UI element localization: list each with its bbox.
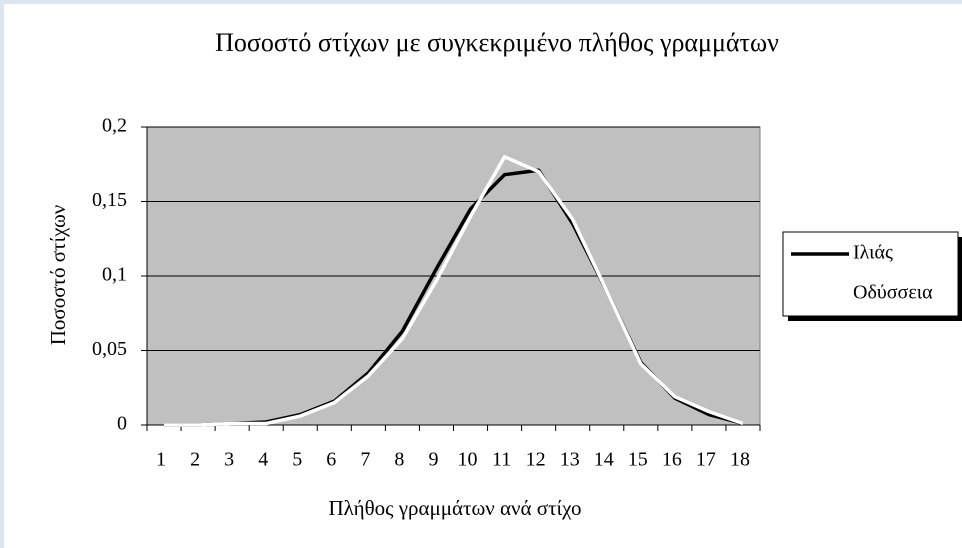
x-tick-label: 13 — [560, 449, 580, 471]
legend-label: Οδύσσεια — [853, 282, 933, 304]
x-axis-label: Πλήθος γραμμάτων ανά στίχο — [328, 496, 581, 520]
x-tick-label: 5 — [292, 449, 302, 471]
x-tick-label: 2 — [190, 449, 200, 471]
legend-label: Ιλιάς — [853, 242, 893, 264]
x-tick-label: 18 — [730, 449, 750, 471]
x-tick-label: 6 — [326, 449, 336, 471]
x-tick-label: 1 — [156, 449, 166, 471]
x-tick-label: 9 — [428, 449, 438, 471]
y-tick-label: 0,2 — [102, 115, 127, 137]
y-tick-label: 0,1 — [102, 264, 127, 286]
x-tick-label: 14 — [594, 449, 614, 471]
y-tick-label: 0 — [117, 413, 127, 435]
x-tick-label: 11 — [492, 449, 511, 471]
x-tick-label: 17 — [696, 449, 716, 471]
series-line — [164, 155, 744, 427]
x-tick-label: 15 — [628, 449, 648, 471]
x-tick-label: 7 — [360, 449, 370, 471]
legend — [782, 231, 959, 317]
y-axis-label: Ποσοστό στίχων — [46, 205, 70, 346]
x-tick-label: 16 — [662, 449, 682, 471]
x-tick-label: 3 — [224, 449, 234, 471]
x-tick-label: 4 — [258, 449, 268, 471]
x-tick-label: 10 — [458, 449, 478, 471]
chart-title: Ποσοστό στίχων με συγκεκριμένο πλήθος γρ… — [215, 28, 779, 57]
y-tick-label: 0,05 — [92, 338, 127, 360]
x-tick-label: 12 — [526, 449, 546, 471]
y-tick-label: 0,15 — [92, 189, 127, 211]
x-tick-label: 8 — [394, 449, 404, 471]
